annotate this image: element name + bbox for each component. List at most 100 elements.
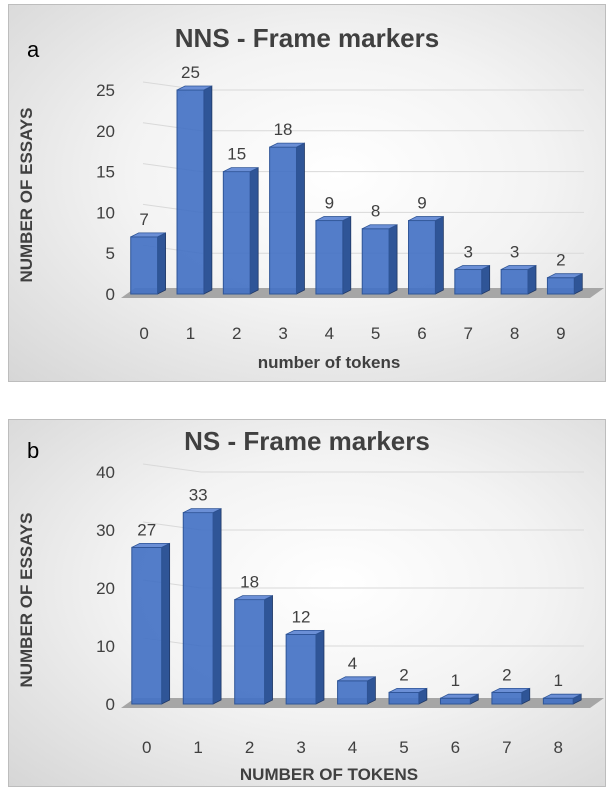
bar-top bbox=[269, 142, 305, 148]
x-tick-label: 1 bbox=[186, 324, 195, 343]
bar bbox=[182, 512, 214, 705]
data-label: 8 bbox=[371, 202, 380, 221]
bar bbox=[542, 697, 574, 705]
bar-top bbox=[362, 224, 398, 230]
chart-title: NS - Frame markers bbox=[184, 426, 430, 456]
bar-top bbox=[491, 687, 530, 693]
bar bbox=[337, 680, 368, 705]
y-tick-label: 0 bbox=[106, 285, 115, 304]
bar-top bbox=[130, 232, 166, 238]
data-label: 4 bbox=[348, 654, 357, 673]
x-tick-label: 4 bbox=[348, 738, 357, 757]
bar-top bbox=[454, 265, 490, 270]
data-label: 3 bbox=[510, 243, 519, 262]
data-label: 9 bbox=[325, 194, 334, 213]
bar-side bbox=[212, 507, 222, 705]
bar bbox=[130, 236, 159, 295]
data-label: 9 bbox=[417, 194, 426, 213]
bar-chart-plot: 0 5 10 15 20 25 7 0 25 1 15 2 18 3 9 4 8 5 9 6 3 7 3 8 2 9 bbox=[96, 63, 604, 343]
bar bbox=[234, 599, 266, 705]
y-tick-label: 25 bbox=[96, 81, 115, 100]
bar-top bbox=[285, 629, 325, 635]
bar-side bbox=[434, 215, 444, 295]
bar bbox=[408, 220, 436, 295]
bar bbox=[176, 89, 205, 295]
x-tick-label: 8 bbox=[554, 738, 563, 757]
x-tick-label: 6 bbox=[417, 324, 426, 343]
data-label: 7 bbox=[139, 210, 148, 229]
x-tick-label: 0 bbox=[142, 738, 151, 757]
bar-side bbox=[527, 264, 537, 295]
data-label: 3 bbox=[464, 243, 473, 262]
data-label: 18 bbox=[274, 120, 293, 139]
y-tick-label: 15 bbox=[96, 163, 115, 182]
bar-top bbox=[234, 595, 273, 601]
data-label: 18 bbox=[240, 573, 259, 592]
bar bbox=[361, 228, 390, 295]
y-tick-label: 20 bbox=[96, 579, 115, 598]
x-tick-label: 6 bbox=[451, 738, 460, 757]
data-label: 2 bbox=[556, 251, 565, 270]
bar-top bbox=[440, 693, 479, 699]
y-tick-label: 5 bbox=[106, 244, 115, 263]
bar-top bbox=[500, 265, 537, 270]
chart-panel-b: b NS - Frame markers NUMBER OF ESSAYS NU… bbox=[8, 419, 606, 787]
data-label: 27 bbox=[137, 520, 156, 539]
bar bbox=[285, 633, 317, 705]
bar-top bbox=[543, 693, 582, 699]
bar-side bbox=[296, 142, 305, 295]
bar-side bbox=[264, 594, 273, 705]
x-tick-label: 0 bbox=[139, 324, 148, 343]
bar-side bbox=[481, 264, 491, 295]
chart-panel-a: a NNS - Frame markers NUMBER OF ESSAYS n… bbox=[8, 4, 606, 382]
bar-side bbox=[161, 542, 171, 705]
bar-top bbox=[388, 687, 428, 693]
bar bbox=[315, 220, 344, 295]
bar-top bbox=[337, 676, 376, 682]
bar bbox=[131, 546, 163, 705]
x-tick-label: 1 bbox=[193, 738, 202, 757]
x-tick-label: 5 bbox=[399, 738, 408, 757]
y-tick-label: 20 bbox=[96, 122, 115, 141]
x-tick-label: 7 bbox=[502, 738, 511, 757]
bar-side bbox=[249, 166, 259, 295]
y-tick-label: 30 bbox=[96, 521, 115, 540]
data-label: 1 bbox=[451, 671, 460, 690]
bar-top bbox=[183, 508, 222, 513]
x-axis-title: NUMBER OF TOKENS bbox=[239, 765, 419, 784]
bar-top bbox=[315, 216, 351, 221]
x-tick-label: 4 bbox=[325, 324, 334, 343]
bar-side bbox=[157, 232, 166, 295]
bar bbox=[269, 146, 297, 295]
bar-top bbox=[547, 273, 583, 279]
bar-top bbox=[176, 85, 213, 91]
bar-top bbox=[223, 167, 259, 173]
gridline-slant bbox=[142, 463, 202, 473]
x-axis-title: number of tokens bbox=[257, 353, 401, 372]
x-tick-label: 8 bbox=[510, 324, 519, 343]
x-tick-label: 3 bbox=[296, 738, 305, 757]
data-label: 12 bbox=[292, 607, 311, 626]
data-label: 15 bbox=[227, 145, 246, 164]
bar-side bbox=[315, 629, 325, 705]
panel-label: b bbox=[27, 438, 40, 463]
x-tick-label: 2 bbox=[232, 324, 241, 343]
bar-side bbox=[203, 85, 213, 295]
data-label: 25 bbox=[181, 63, 200, 82]
x-tick-label: 7 bbox=[464, 324, 473, 343]
x-tick-label: 9 bbox=[556, 324, 565, 343]
y-tick-label: 0 bbox=[106, 695, 115, 714]
y-tick-label: 40 bbox=[96, 463, 115, 482]
x-tick-label: 2 bbox=[245, 738, 254, 757]
data-label: 2 bbox=[502, 665, 511, 684]
bar bbox=[439, 697, 471, 705]
data-label: 33 bbox=[189, 486, 208, 505]
y-tick-label: 10 bbox=[96, 203, 115, 222]
bar-side bbox=[342, 215, 352, 295]
x-tick-label: 3 bbox=[278, 324, 287, 343]
bar bbox=[500, 269, 529, 295]
bar bbox=[388, 691, 420, 705]
panel-label: a bbox=[27, 37, 40, 62]
bar-top bbox=[131, 543, 170, 548]
